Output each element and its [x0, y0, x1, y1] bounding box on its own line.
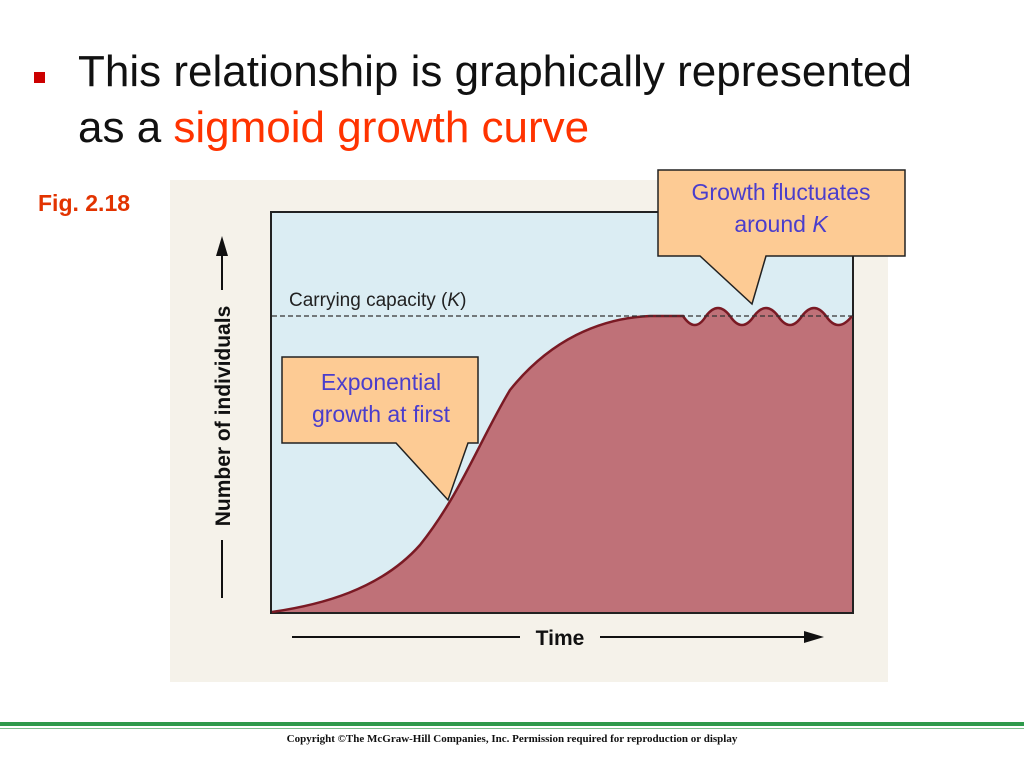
headline-highlight: sigmoid growth curve — [173, 103, 590, 152]
copyright-notice: Copyright ©The McGraw-Hill Companies, In… — [286, 733, 738, 745]
sigmoid-area — [272, 308, 852, 612]
callout-growth-box — [657, 169, 906, 306]
carrying-capacity-label: Carrying capacity (K) — [289, 290, 466, 311]
x-axis-label: Time — [536, 627, 585, 650]
callout-exp-line1: Exponential — [320, 369, 442, 395]
callout-growth-line2: around — [734, 211, 813, 237]
slide-headline: This relationship is graphically represe… — [78, 44, 978, 156]
figure-label: Fig. 2.18 — [38, 190, 131, 216]
callout-growth-k: K — [812, 211, 828, 237]
y-axis-arrowhead-icon — [216, 236, 228, 256]
footer-rule — [0, 722, 1024, 726]
callout-exp-text: Exponential growth at first — [284, 366, 478, 430]
headline-line1: This relationship is graphically represe… — [78, 47, 912, 96]
k-symbol: K — [447, 290, 461, 311]
callout-growth-text: Growth fluctuates around K — [658, 176, 904, 240]
bullet-square-icon — [34, 72, 45, 83]
footer-rule-thin — [0, 728, 1024, 729]
callout-growth-line1: Growth fluctuates — [691, 179, 871, 205]
callout-exp-line2: growth at first — [311, 401, 451, 427]
x-axis-arrowhead-icon — [804, 631, 824, 643]
callout-exp-box — [281, 356, 479, 502]
headline-line2-prefix: as a — [78, 103, 174, 152]
y-axis-label: Number of individuals — [212, 306, 235, 527]
